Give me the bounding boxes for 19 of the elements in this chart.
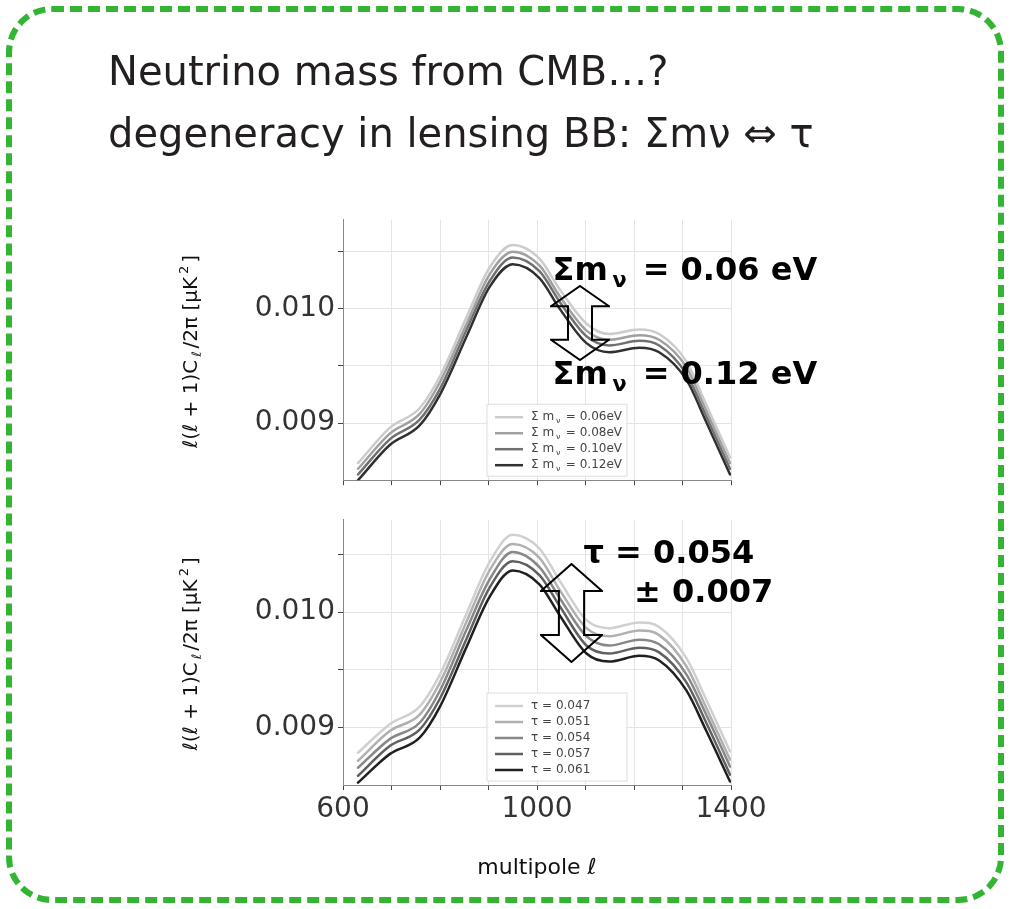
- legend-label: τ = 0.047: [531, 698, 591, 713]
- x-tick-label: 600: [316, 791, 370, 825]
- chart-title: Neutrino mass from CMB…?: [108, 48, 669, 94]
- annotation: ± 0.007: [634, 572, 774, 611]
- legend-label: τ = 0.061: [531, 762, 591, 777]
- y-axis-title: ℓ(ℓ + 1)Cℓ/2π [μK2]: [176, 254, 205, 450]
- chart-subtitle: degeneracy in lensing BB: Σmν ⇔ τ: [108, 110, 814, 156]
- legend-label: τ = 0.051: [531, 714, 591, 729]
- x-axis-title: multipole ℓ: [477, 853, 597, 879]
- legend-label: τ = 0.057: [531, 746, 591, 761]
- x-tick-label: 1400: [695, 791, 767, 825]
- y-axis-title: ℓ(ℓ + 1)Cℓ/2π [μK2]: [176, 557, 205, 752]
- y-tick-label: 0.009: [254, 708, 335, 742]
- annotation: τ = 0.054: [583, 532, 755, 571]
- x-tick-label: 1000: [501, 791, 573, 825]
- legend-label: τ = 0.054: [531, 730, 591, 745]
- y-tick-label: 0.010: [254, 290, 335, 324]
- y-tick-label: 0.010: [254, 593, 335, 627]
- y-tick-label: 0.009: [254, 404, 335, 438]
